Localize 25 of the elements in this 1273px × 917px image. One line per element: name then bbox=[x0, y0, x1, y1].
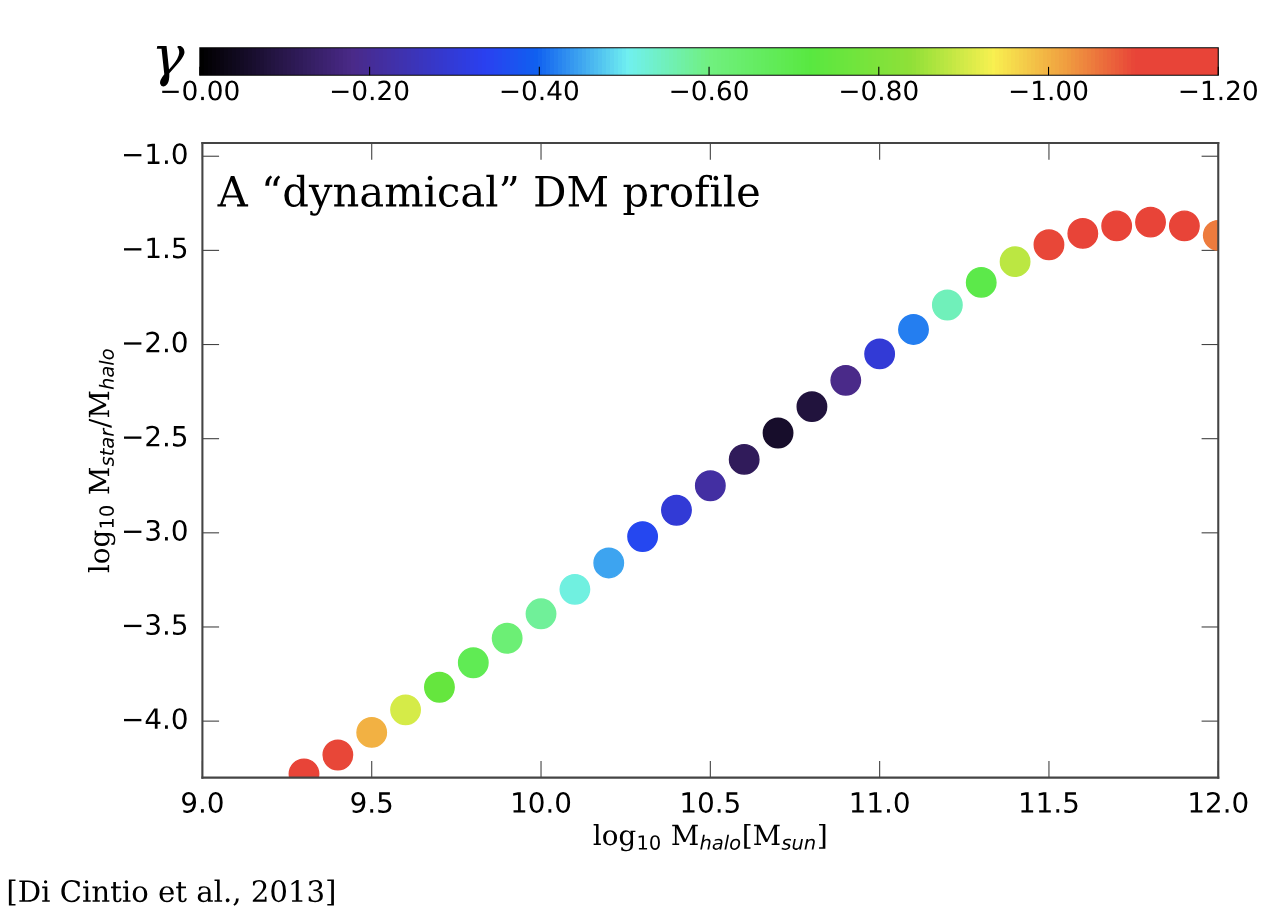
x-tick-label: 11.5 bbox=[1021, 792, 1078, 814]
x-axis-title: log$_{10}$ M$_{halo}$[M$_{sun}$] bbox=[593, 823, 826, 852]
y-axis-title: log$_{10}$ M$_{star}$/M$_{halo}$ bbox=[88, 349, 116, 573]
color-bar-label: −1.00 bbox=[1010, 80, 1088, 101]
x-tick-label: 9.0 bbox=[182, 792, 223, 814]
color-bar-label: −1.20 bbox=[1180, 80, 1257, 101]
x-tick-label: 12.0 bbox=[1190, 792, 1248, 814]
color-bar-label: −0.40 bbox=[501, 80, 579, 101]
y-tick-label: −4.0 bbox=[124, 708, 187, 730]
y-tick-label: −1.5 bbox=[124, 237, 187, 259]
y-tick-label: −3.5 bbox=[124, 614, 187, 636]
y-tick-label: −2.0 bbox=[124, 331, 187, 353]
y-tick-label: −2.5 bbox=[124, 425, 187, 447]
y-tick-label: −1.0 bbox=[124, 143, 187, 165]
annotation: A “dynamical” DM profile bbox=[217, 174, 759, 216]
color-bar-label: −0.80 bbox=[841, 80, 918, 101]
x-tick-label: 9.5 bbox=[351, 792, 392, 814]
point bbox=[999, 246, 1031, 278]
y-tick-label: −3.0 bbox=[124, 519, 187, 541]
color-bar-label: −0.20 bbox=[331, 80, 409, 101]
text: [Di Cintio et al., 2013] bbox=[8, 879, 334, 906]
color-bar-label: −0.60 bbox=[671, 80, 748, 101]
x-tick-label: 10.0 bbox=[513, 792, 571, 814]
x-tick-label: 11.0 bbox=[851, 792, 909, 814]
x-tick-label: 10.5 bbox=[682, 792, 739, 814]
